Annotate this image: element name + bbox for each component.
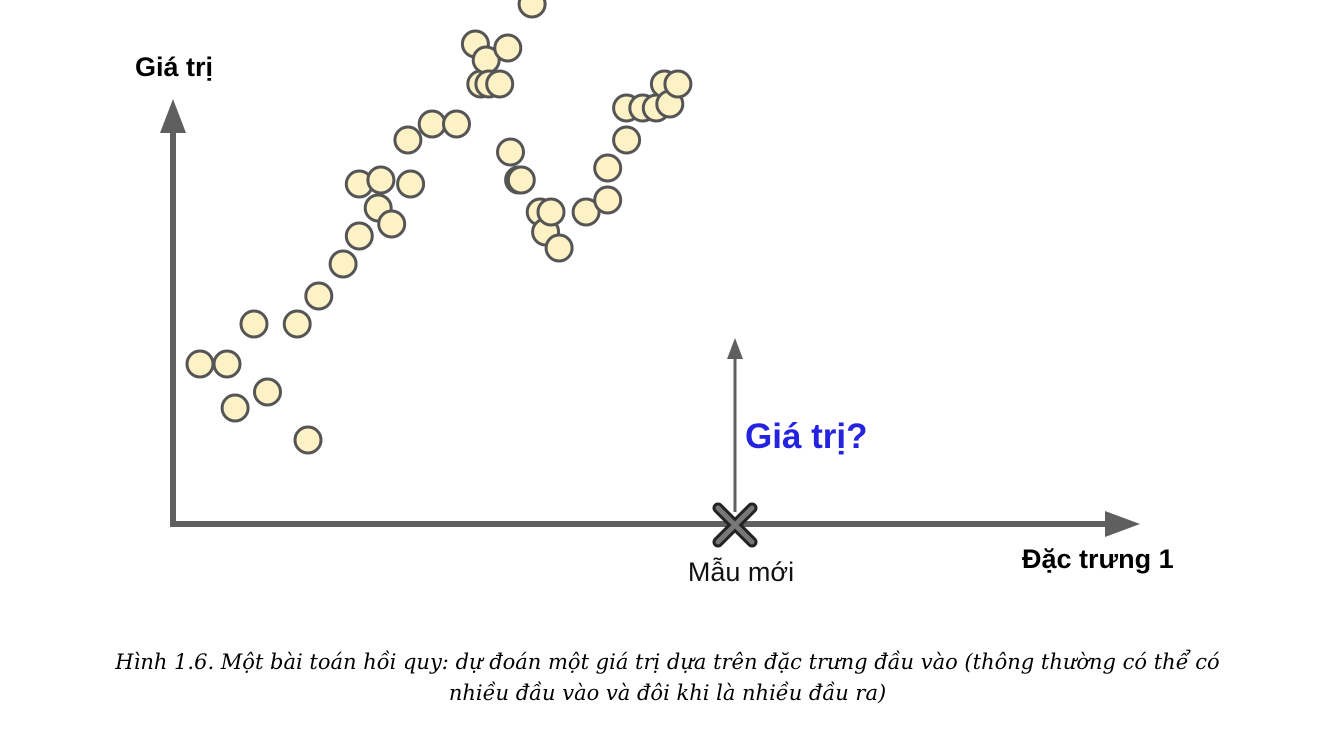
- data-point: [663, 69, 693, 99]
- data-point: [544, 233, 574, 263]
- data-point: [212, 349, 242, 379]
- data-point: [536, 197, 566, 227]
- y-axis-arrowhead: [160, 99, 186, 133]
- prediction-question: Giá trị?: [745, 417, 868, 456]
- figure-caption: Hình 1.6. Một bài toán hồi quy: dự đoán …: [40, 647, 1295, 709]
- data-point: [442, 109, 471, 139]
- data-point: [328, 249, 358, 279]
- data-point: [239, 309, 269, 339]
- caption-line-2: nhiều đầu vào và đôi khi là nhiều đầu ra…: [448, 681, 887, 705]
- x-axis-arrowhead: [1105, 511, 1140, 537]
- data-point: [417, 109, 447, 139]
- data-point: [612, 125, 642, 155]
- data-point: [293, 425, 323, 455]
- data-points: [185, 0, 693, 455]
- prediction-arrowhead: [727, 338, 743, 359]
- data-point: [493, 33, 523, 63]
- regression-figure: Giá trị Đặc trưng 1 Giá trị? Mẫu mới: [135, 0, 1174, 587]
- data-point: [185, 349, 215, 379]
- data-point: [593, 153, 623, 183]
- data-point: [593, 185, 623, 215]
- data-point: [344, 221, 374, 251]
- data-point: [396, 169, 426, 199]
- data-point: [517, 0, 547, 19]
- x-axis-label: Đặc trưng 1: [1022, 544, 1174, 574]
- data-point: [253, 377, 282, 407]
- data-point: [485, 69, 515, 99]
- new-sample-marker: [712, 502, 758, 548]
- new-sample-label: Mẫu mới: [688, 556, 794, 587]
- data-point: [282, 309, 312, 339]
- data-point: [220, 393, 250, 423]
- data-point: [506, 165, 536, 195]
- data-point: [366, 165, 396, 195]
- y-axis-label: Giá trị: [135, 52, 213, 82]
- data-point: [377, 209, 407, 239]
- data-point: [304, 281, 334, 311]
- data-point: [393, 125, 423, 155]
- caption-line-1: Hình 1.6. Một bài toán hồi quy: dự đoán …: [115, 650, 1220, 674]
- data-point: [571, 197, 601, 227]
- data-point: [496, 137, 525, 167]
